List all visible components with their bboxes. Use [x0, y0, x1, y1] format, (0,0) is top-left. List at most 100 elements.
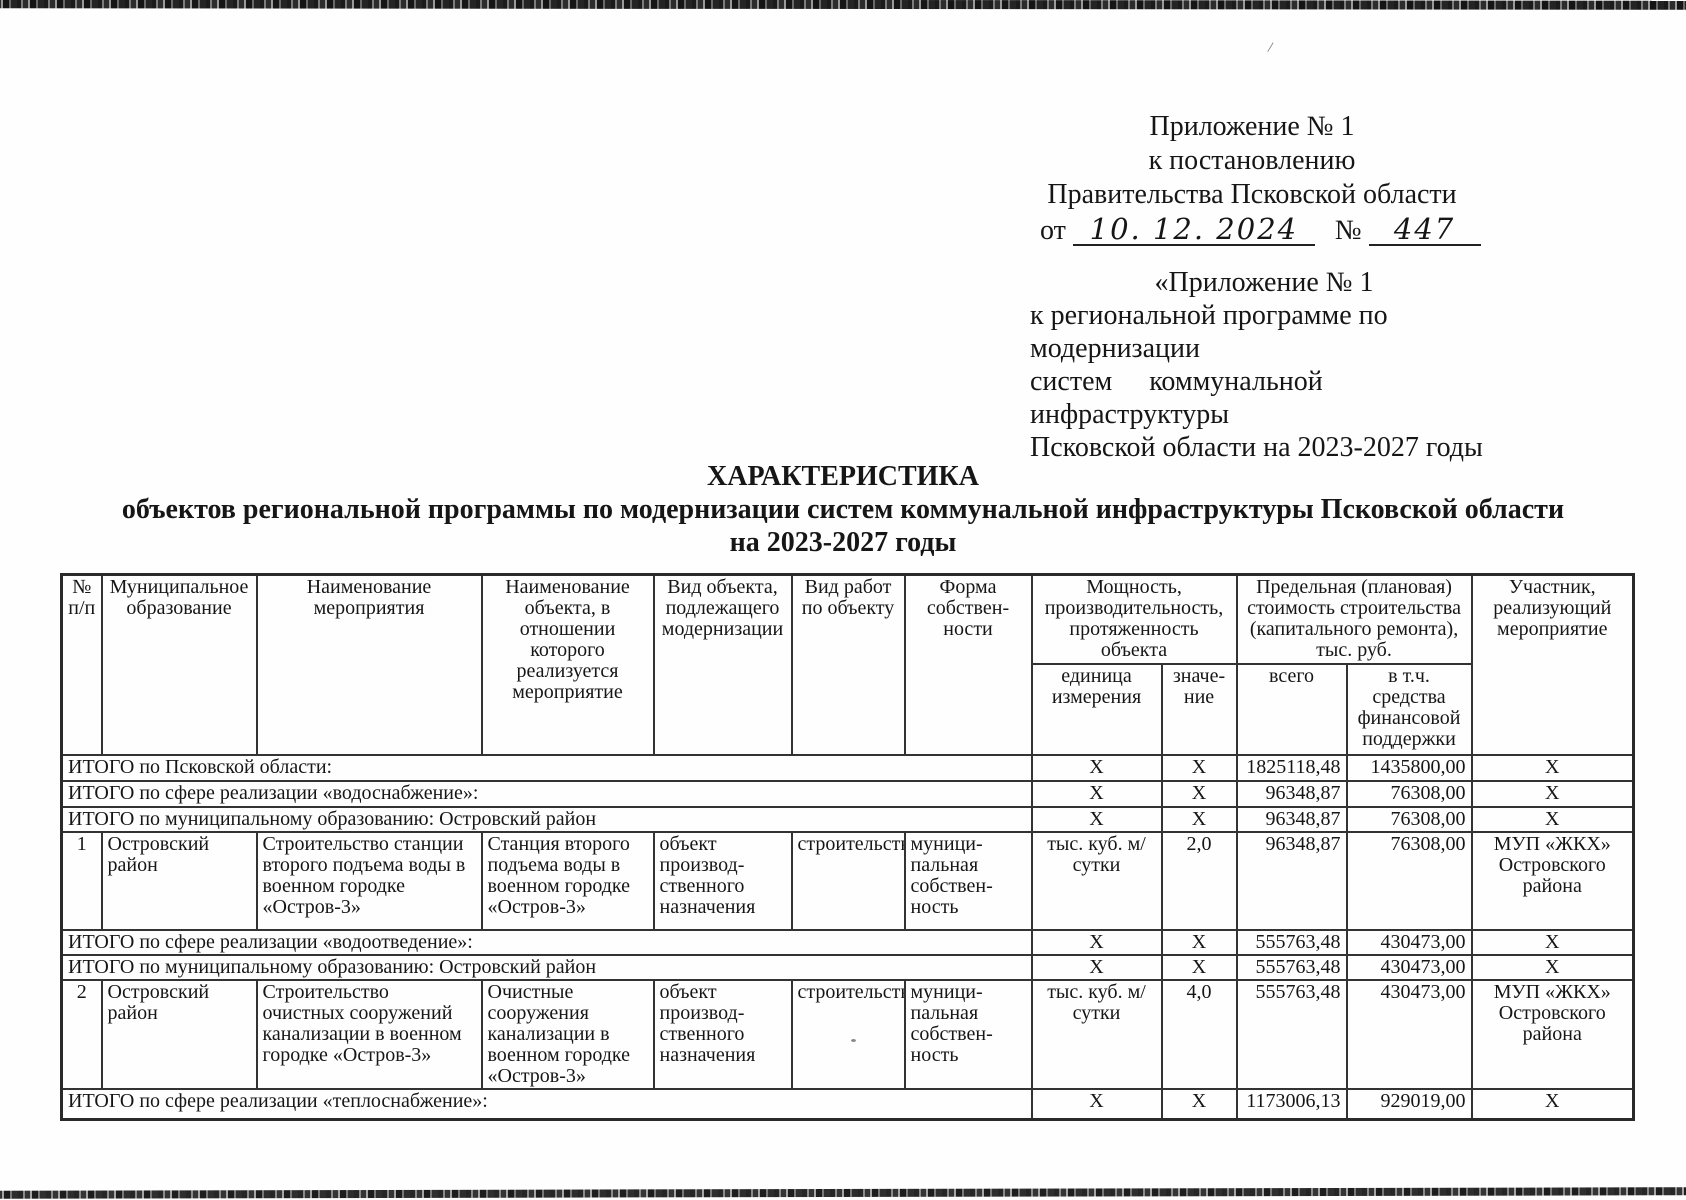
cell-object: Станция второго подъема воды в военном г…: [480, 830, 655, 931]
summary-value: X: [1160, 1087, 1238, 1121]
summary-participant: X: [1470, 1087, 1635, 1121]
title-line-1: ХАРАКТЕРИСТИКА: [707, 461, 979, 492]
col-header-measure-name: Наименование мероприятия: [255, 573, 483, 756]
stamp-line-government: Правительства Псковской области: [1047, 179, 1457, 210]
stamp-line-appendix: Приложение № 1: [1149, 111, 1355, 142]
cell-municipality: Островский район: [100, 830, 258, 931]
summary-participant: X: [1470, 779, 1635, 808]
summary-row-water-supply: ИТОГО по сфере реализации «водоснабжение…: [60, 779, 1635, 808]
summary-label: ИТОГО по сфере реализации «водоотведение…: [60, 928, 1033, 956]
summary-unit: X: [1030, 928, 1163, 956]
col-header-object-kind: Вид объекта, подлежащего модернизации: [652, 573, 793, 756]
appendix-line-2: к региональной программе по модернизации: [1030, 300, 1388, 364]
scan-artifact-top-band: [0, 0, 1686, 10]
stamp-handwritten-date: 10. 12. 2024: [1072, 214, 1315, 246]
summary-total: 96348,87: [1235, 805, 1348, 833]
summary-support: 76308,00: [1345, 805, 1473, 833]
table-header-row-1: № п/п Муниципальное образование Наименов…: [60, 573, 1635, 756]
col-header-support: в т.ч. средства финансовой поддержки: [1345, 662, 1473, 756]
cell-participant: МУП «ЖКХ» Островского района: [1470, 830, 1635, 931]
cell-work-kind: строительство: [790, 978, 906, 1090]
col-header-participant: Участник, реализующий мероприятие: [1470, 573, 1635, 756]
stamp-date-number-line: от 10. 12. 2024 № 447: [1032, 214, 1481, 248]
cell-support: 430473,00: [1345, 978, 1473, 1090]
cell-participant: МУП «ЖКХ» Островского района: [1470, 978, 1635, 1090]
scan-artifact-slash: /: [1266, 39, 1274, 57]
summary-row-heat-supply: ИТОГО по сфере реализации «теплоснабжени…: [60, 1087, 1635, 1121]
summary-participant: X: [1470, 953, 1635, 981]
table-header-row-2: единица измерения значе-ние всего в т.ч.…: [62, 662, 1634, 756]
summary-total: 1173006,13: [1235, 1087, 1348, 1121]
summary-total: 555763,48: [1235, 928, 1348, 956]
cell-municipality: Островский район: [100, 978, 258, 1090]
cell-object-kind: объект производ-ственного назначения: [652, 830, 793, 931]
summary-value: X: [1160, 805, 1238, 833]
cell-value: 2,0: [1160, 830, 1238, 931]
summary-unit: X: [1030, 1087, 1163, 1121]
stamp-line-to-resolution: к постановлению: [1148, 145, 1356, 176]
cell-value: 4,0: [1160, 978, 1238, 1090]
summary-value: X: [1160, 753, 1238, 782]
cell-ownership: муници-пальная собствен-ность: [903, 830, 1033, 931]
cell-measure: Строительство очистных сооружений канали…: [255, 978, 483, 1090]
stamp-from-label: от: [1040, 215, 1066, 246]
stamp-number-sign: №: [1334, 215, 1362, 246]
scan-artifact-bottom-band: [0, 1187, 1686, 1199]
cell-unit: тыс. куб. м/ сутки: [1030, 978, 1163, 1090]
summary-row-oblast: ИТОГО по Псковской области: X X 1825118,…: [60, 753, 1635, 782]
summary-participant: X: [1470, 805, 1635, 833]
col-header-cost-group: Предельная (плановая) стоимость строител…: [1235, 573, 1473, 665]
appendix-line-4: Псковской области на 2023-2027 годы: [1030, 432, 1483, 463]
summary-value: X: [1160, 928, 1238, 956]
summary-support: 430473,00: [1345, 953, 1473, 981]
cell-num: 1: [60, 830, 103, 931]
cell-support: 76308,00: [1345, 830, 1473, 931]
data-row-2: 2 Островский район Строительство очистны…: [60, 978, 1635, 1090]
summary-value: X: [1160, 953, 1238, 981]
cell-total: 96348,87: [1235, 830, 1348, 931]
col-header-municipality: Муниципальное образование: [100, 573, 258, 756]
appendix-line-3: систем коммунальной инфраструктуры: [1030, 366, 1323, 430]
summary-support: 430473,00: [1345, 928, 1473, 956]
title-line-2: объектов региональной программы по модер…: [121, 494, 1565, 525]
cell-measure: Строительство станции второго подъема во…: [255, 830, 483, 931]
cell-ownership: муници-пальная собствен-ность: [903, 978, 1033, 1090]
summary-support: 1435800,00: [1345, 753, 1473, 782]
summary-label: ИТОГО по сфере реализации «теплоснабжени…: [60, 1087, 1033, 1121]
summary-support: 76308,00: [1345, 779, 1473, 808]
cell-work-kind: строительство: [790, 830, 906, 931]
cell-unit: тыс. куб. м/ сутки: [1030, 830, 1163, 931]
col-header-ownership: Форма собствен-ности: [903, 573, 1033, 756]
cell-object-kind: объект производ-ственного назначения: [652, 978, 793, 1090]
summary-label: ИТОГО по муниципальному образованию: Ост…: [60, 953, 1033, 981]
summary-row-municipality-2: ИТОГО по муниципальному образованию: Ост…: [60, 953, 1635, 981]
appendix-line-1: «Приложение № 1: [1154, 267, 1374, 298]
summary-support: 929019,00: [1345, 1087, 1473, 1121]
col-header-work-kind: Вид работ по объекту: [790, 573, 906, 756]
title-line-3: на 2023-2027 годы: [729, 527, 957, 558]
summary-participant: X: [1470, 753, 1635, 782]
program-appendix-block: «Приложение № 1 к региональной программе…: [1030, 266, 1498, 464]
col-header-unit: единица измерения: [1030, 662, 1163, 756]
summary-unit: X: [1030, 953, 1163, 981]
summary-value: X: [1160, 779, 1238, 808]
data-row-1: 1 Островский район Строительство станции…: [60, 830, 1635, 931]
summary-participant: X: [1470, 928, 1635, 956]
col-header-object-name: Наименование объекта, в отношении которо…: [480, 573, 655, 756]
col-header-value: значе-ние: [1160, 662, 1238, 756]
col-header-capacity-group: Мощность, производительность, протяженно…: [1030, 573, 1238, 665]
summary-label: ИТОГО по сфере реализации «водоснабжение…: [60, 779, 1033, 808]
summary-unit: X: [1030, 753, 1163, 782]
col-header-total: всего: [1235, 662, 1348, 756]
summary-total: 96348,87: [1235, 779, 1348, 808]
col-header-num: № п/п: [60, 573, 103, 756]
cell-total: 555763,48: [1235, 978, 1348, 1090]
characteristics-table: № п/п Муниципальное образование Наименов…: [60, 573, 1636, 1121]
summary-label: ИТОГО по Псковской области:: [60, 753, 1033, 782]
summary-unit: X: [1030, 805, 1163, 833]
cell-num: 2: [60, 978, 103, 1090]
summary-total: 555763,48: [1235, 953, 1348, 981]
document-title: ХАРАКТЕРИСТИКА объектов региональной про…: [0, 460, 1686, 559]
summary-row-wastewater: ИТОГО по сфере реализации «водоотведение…: [60, 928, 1635, 956]
